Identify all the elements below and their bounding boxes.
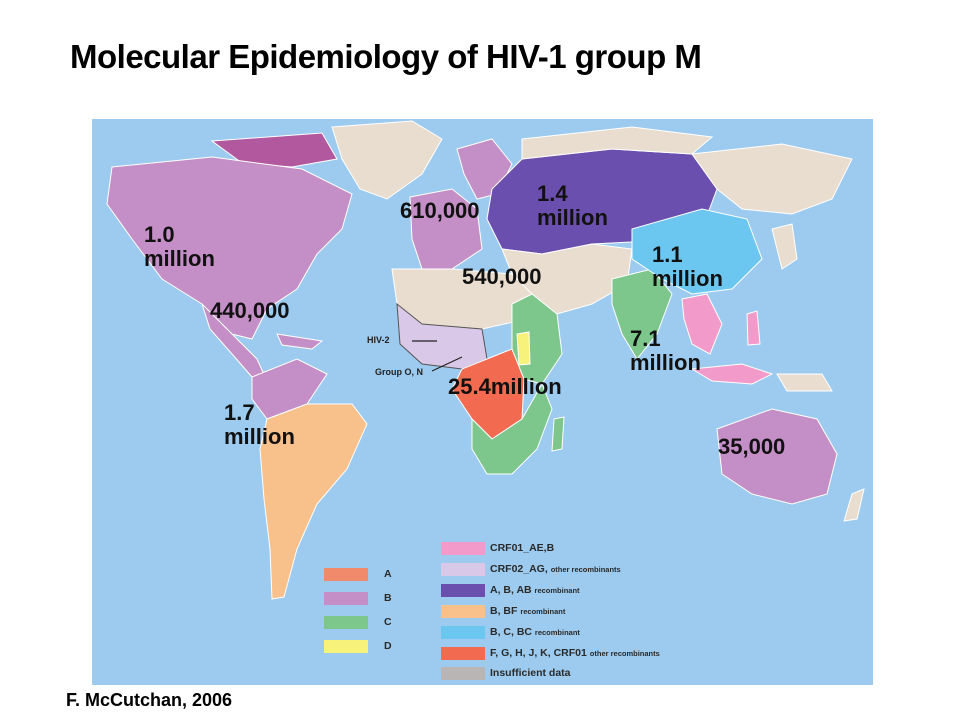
- legend-label-a-b-ab: A, B, AB recombinant: [490, 584, 580, 596]
- label-oceania: 35,000: [718, 434, 786, 459]
- legend-swatch-b-c-bc: [441, 626, 485, 639]
- citation: F. McCutchan, 2006: [66, 690, 233, 710]
- arctic-russia: [521, 126, 714, 160]
- group-o-n-arrow: [431, 356, 463, 372]
- label-western-europe: 610,000: [400, 198, 480, 223]
- legend-label-a: A: [384, 568, 392, 580]
- label-caribbean: 440,000: [210, 298, 290, 323]
- legend-label-crf02-ag: CRF02_AG, other recombinants: [490, 563, 621, 575]
- label-sub-saharan-africa: 25.4million: [448, 374, 562, 399]
- world-map: 1.0 million 440,000 1.7 million 610,000 …: [92, 119, 873, 685]
- legend-label-crf01-ae-b: CRF01_AE,B: [490, 542, 555, 554]
- legend-label-b-c-bc: B, C, BC recombinant: [490, 626, 580, 638]
- new-guinea: [776, 373, 833, 392]
- south-america: [259, 403, 368, 600]
- legend-swatch-insufficient-data: [441, 667, 485, 680]
- legend-swatch-a-b-ab: [441, 584, 485, 597]
- legend-swatch-c: [324, 616, 368, 629]
- annotation-hiv2: HIV-2: [367, 335, 390, 345]
- greenland: [331, 120, 443, 200]
- north-america: [106, 156, 353, 340]
- legend-swatch-b: [324, 592, 368, 605]
- legend-label-b: B: [384, 592, 392, 604]
- canadian-arctic: [210, 132, 338, 168]
- legend-swatch-crf01-ae-b: [441, 542, 485, 555]
- madagascar: [551, 416, 565, 452]
- legend-swatch-b-bf: [441, 605, 485, 618]
- label-south-america: 1.7 million: [224, 400, 295, 449]
- east-africa-d: [516, 331, 531, 366]
- legend-label-d: D: [384, 640, 392, 652]
- southern-africa: [471, 382, 553, 475]
- label-north-america: 1.0 million: [144, 222, 215, 271]
- caribbean: [276, 333, 324, 350]
- label-north-africa-mideast: 540,000: [462, 264, 542, 289]
- label-south-se-asia: 7.1 million: [630, 326, 701, 375]
- legend-label-b-bf: B, BF recombinant: [490, 605, 566, 617]
- china: [631, 208, 763, 295]
- indonesia: [690, 363, 774, 385]
- annotation-group-o-n: Group O, N: [375, 367, 423, 377]
- legend-swatch-fghjk-crf01: [441, 647, 485, 660]
- philippines: [746, 310, 761, 346]
- siberia: [691, 143, 853, 215]
- new-zealand: [843, 488, 865, 522]
- label-east-asia: 1.1 million: [652, 242, 723, 291]
- southeast-asia: [681, 293, 723, 355]
- legend-swatch-crf02-ag: [441, 563, 485, 576]
- legend-swatch-d: [324, 640, 368, 653]
- japan-korea: [771, 223, 798, 270]
- legend-label-c: C: [384, 616, 392, 628]
- legend-label-insufficient-data: Insufficient data: [490, 667, 571, 679]
- world-map-drawing: [92, 119, 873, 685]
- label-eastern-europe: 1.4 million: [537, 181, 608, 230]
- western-europe: [409, 188, 483, 270]
- legend-label-fghjk-crf01: F, G, H, J, K, CRF01 other recombinants: [490, 647, 660, 659]
- slide-title: Molecular Epidemiology of HIV-1 group M: [70, 38, 702, 75]
- australia: [716, 408, 838, 505]
- legend-swatch-a: [324, 568, 368, 581]
